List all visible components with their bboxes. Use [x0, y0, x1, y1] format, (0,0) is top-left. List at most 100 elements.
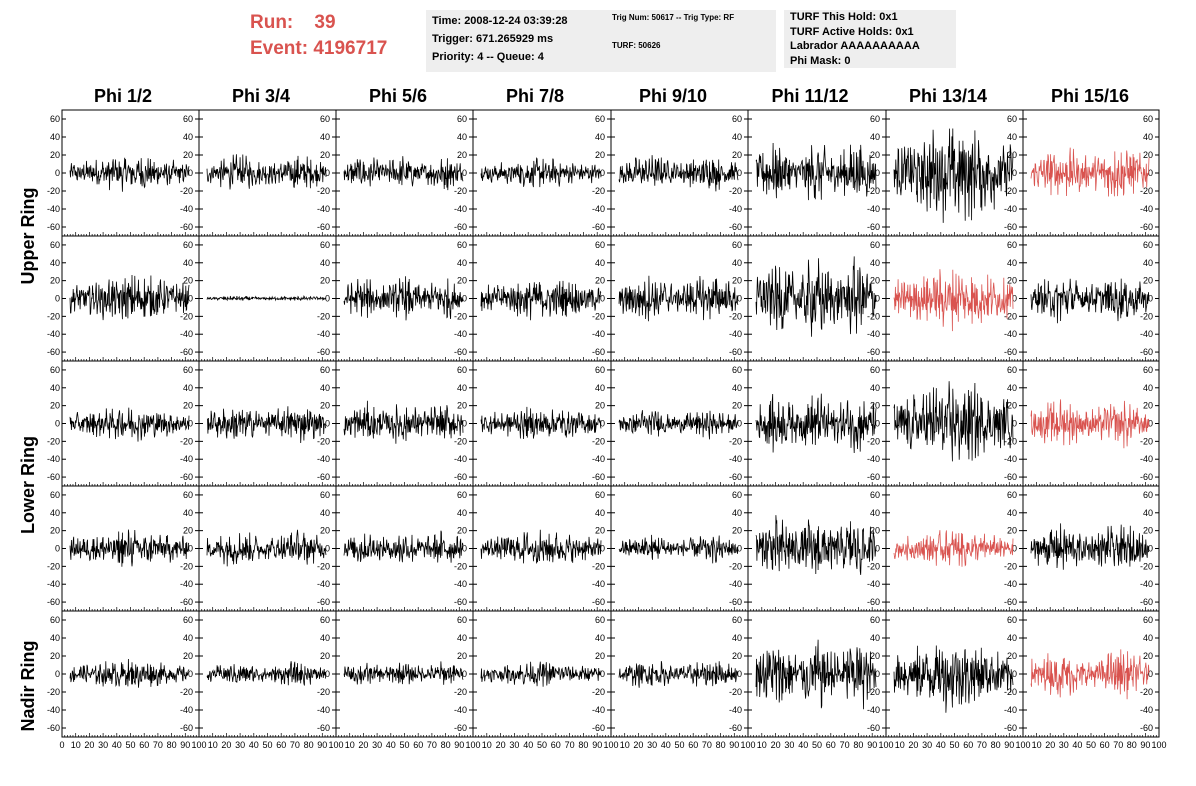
- y-tick-label: -40: [729, 204, 742, 214]
- y-tick-label: 60: [732, 490, 742, 500]
- x-tick-label: 20: [496, 740, 506, 750]
- y-tick-label: -60: [454, 723, 467, 733]
- y-tick-label: 20: [457, 651, 467, 661]
- time-info-box: Time: 2008-12-24 03:39:28 Trigger: 671.2…: [426, 10, 614, 72]
- y-tick-label: -40: [867, 454, 880, 464]
- y-tick-label: -20: [454, 436, 467, 446]
- y-tick-label: 60: [732, 114, 742, 124]
- x-tick-label: 40: [661, 740, 671, 750]
- y-tick-label: -20: [317, 186, 330, 196]
- y-tick-label: 0: [600, 544, 605, 554]
- x-tick-label: 60: [826, 740, 836, 750]
- y-tick-label: -20: [867, 436, 880, 446]
- y-tick-label: 40: [320, 633, 330, 643]
- y-tick-label: 40: [870, 508, 880, 518]
- waveform-trace: [618, 155, 739, 192]
- x-tick-label: 60: [276, 740, 286, 750]
- y-tick-label: -60: [867, 472, 880, 482]
- y-tick-label: -60: [729, 222, 742, 232]
- y-tick-label: 0: [1012, 669, 1017, 679]
- y-tick-label: 0: [462, 294, 467, 304]
- x-tick-label: 50: [125, 740, 135, 750]
- y-tick-label: 60: [320, 365, 330, 375]
- col-header-phi-15-16: Phi 15/16: [1050, 86, 1130, 106]
- waveform-trace: [893, 381, 1014, 462]
- waveform-trace: [480, 280, 602, 321]
- x-tick-label: 100: [191, 740, 206, 750]
- y-tick-label: 0: [325, 294, 330, 304]
- y-tick-label: 20: [50, 526, 60, 536]
- x-tick-label: 10: [71, 740, 81, 750]
- y-tick-label: 20: [595, 276, 605, 286]
- y-tick-label: 0: [1148, 419, 1153, 429]
- x-tick-label: 80: [578, 740, 588, 750]
- waveform-panel-r2-c5: 60 40 20 0 -20 -40 -60: [747, 360, 887, 487]
- y-tick-label: 40: [1007, 508, 1017, 518]
- y-tick-label: 0: [462, 419, 467, 429]
- y-tick-label: 60: [732, 615, 742, 625]
- y-tick-label: 20: [595, 150, 605, 160]
- x-tick-label: 40: [112, 740, 122, 750]
- y-tick-label: 0: [600, 419, 605, 429]
- y-tick-label: -60: [317, 347, 330, 357]
- waveform-panel-r0-c3: 60 40 20 0 -20 -40 -60: [472, 109, 612, 237]
- run-event-box: Run: 39 Event: 4196717: [250, 10, 420, 62]
- x-tick-label: 90: [180, 740, 190, 750]
- y-tick-label: -60: [1140, 222, 1153, 232]
- y-tick-label: 20: [50, 401, 60, 411]
- x-tick-label: 60: [551, 740, 561, 750]
- y-tick-label: -20: [867, 561, 880, 571]
- y-tick-label: -20: [47, 311, 60, 321]
- x-tick-label: 60: [139, 740, 149, 750]
- time-text: Time: 2008-12-24 03:39:28: [432, 15, 568, 27]
- y-tick-label: 0: [325, 419, 330, 429]
- waveform-trace: [69, 658, 190, 688]
- y-tick-label: 40: [1143, 633, 1153, 643]
- y-tick-label: 60: [732, 240, 742, 250]
- y-tick-label: -20: [1140, 186, 1153, 196]
- y-tick-label: 20: [870, 150, 880, 160]
- x-tick-label: 30: [372, 740, 382, 750]
- y-tick-label: -20: [1140, 311, 1153, 321]
- y-tick-label: 0: [55, 294, 60, 304]
- waveform-trace: [618, 410, 739, 440]
- waveform-panel-r0-c4: 60 40 20 0 -20 -40 -60: [610, 109, 749, 237]
- y-tick-label: 60: [183, 240, 193, 250]
- waveform-panel-r2-c2: 60 40 20 0 -20 -40 -60: [335, 360, 474, 487]
- y-tick-label: 20: [457, 526, 467, 536]
- y-tick-label: 60: [183, 615, 193, 625]
- y-tick-label: 40: [320, 258, 330, 268]
- col-header-phi-5-6: Phi 5/6: [368, 86, 428, 106]
- y-tick-label: 40: [870, 132, 880, 142]
- x-tick-label: 50: [812, 740, 822, 750]
- y-tick-label: -20: [1140, 687, 1153, 697]
- y-tick-label: 60: [50, 490, 60, 500]
- x-tick-label: 90: [1140, 740, 1150, 750]
- x-tick-label: 80: [853, 740, 863, 750]
- y-tick-label: -40: [317, 454, 330, 464]
- x-tick-label: 50: [1086, 740, 1096, 750]
- y-tick-label: 40: [183, 383, 193, 393]
- y-tick-label: 0: [1148, 544, 1153, 554]
- trig-num-text: Trig Num: 50617 -- Trig Type: RF: [612, 13, 735, 22]
- y-tick-label: -60: [729, 597, 742, 607]
- y-tick-label: 20: [320, 276, 330, 286]
- y-tick-label: 20: [320, 526, 330, 536]
- y-tick-label: 0: [1148, 294, 1153, 304]
- y-tick-label: 40: [320, 383, 330, 393]
- y-tick-label: -60: [1004, 347, 1017, 357]
- y-tick-label: 20: [1143, 150, 1153, 160]
- trig-info-box: Trig Num: 50617 -- Trig Type: RF TURF: 5…: [606, 10, 776, 72]
- y-tick-label: 40: [732, 383, 742, 393]
- y-tick-label: 20: [183, 401, 193, 411]
- y-tick-label: -60: [867, 347, 880, 357]
- y-tick-label: 20: [732, 651, 742, 661]
- y-tick-label: 0: [875, 544, 880, 554]
- y-tick-label: 20: [183, 276, 193, 286]
- y-tick-label: 40: [732, 258, 742, 268]
- y-tick-label: -60: [867, 723, 880, 733]
- x-tick-label: 40: [249, 740, 259, 750]
- y-tick-label: 40: [1007, 258, 1017, 268]
